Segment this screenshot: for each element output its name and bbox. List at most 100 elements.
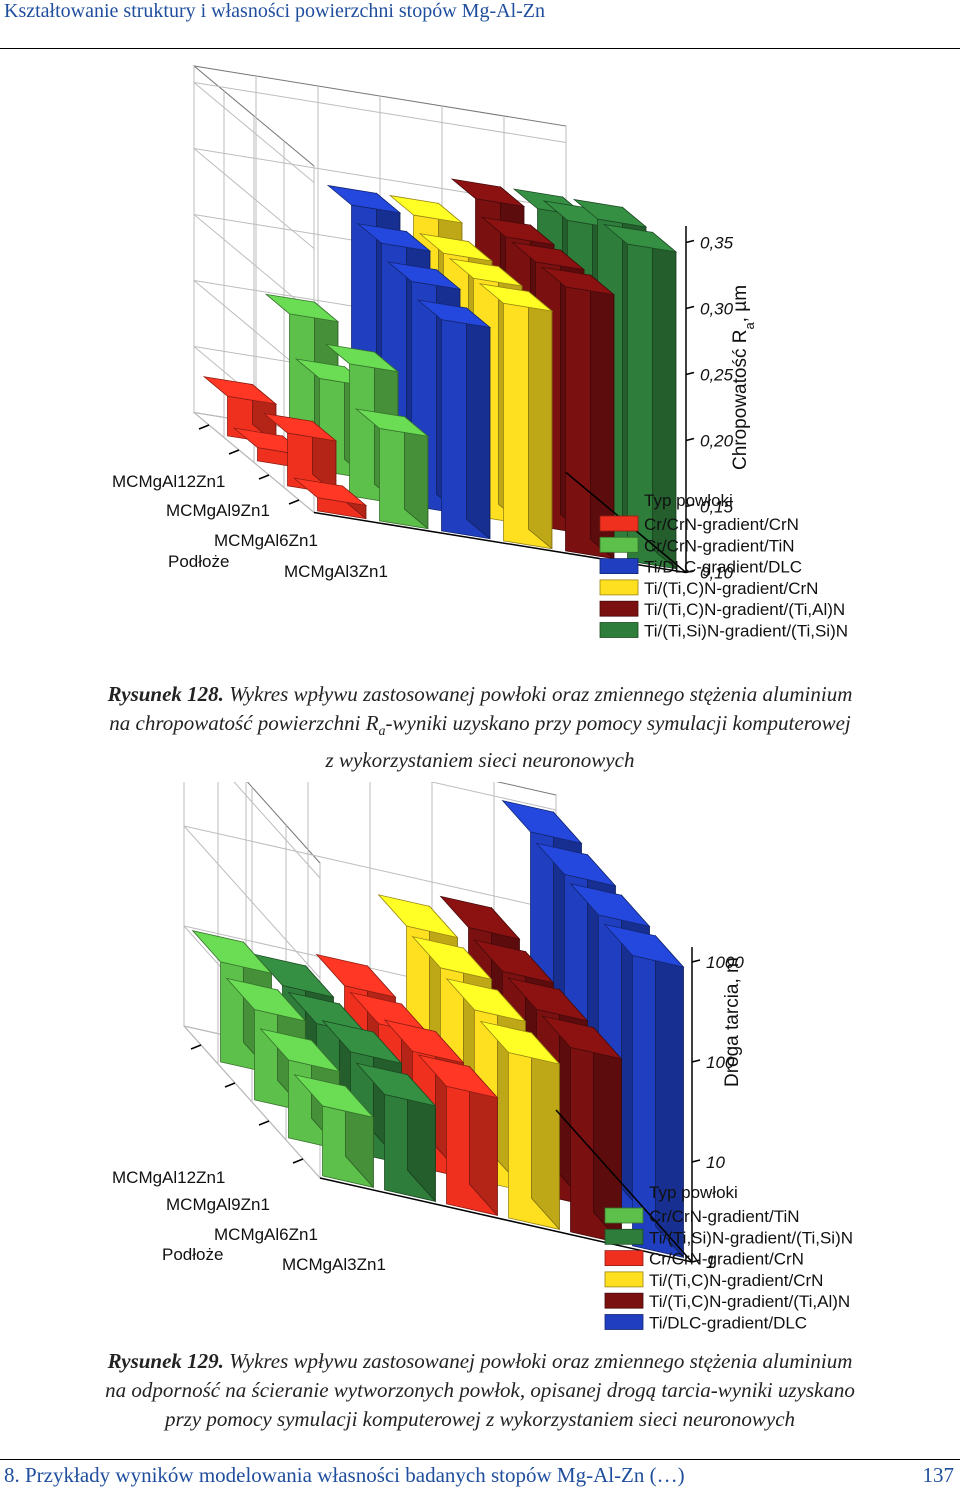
legend-swatch — [599, 536, 639, 553]
chart2-bars — [191, 800, 685, 1259]
legend-swatch — [599, 515, 639, 532]
category-label: MCMgAl9Zn1 — [166, 501, 270, 520]
grid-line — [193, 82, 567, 143]
figure-128-chart: 0,10 0,15 0,20 0,25 0,30 0,35 Chropowatość Ra… — [112, 64, 848, 641]
legend-entry: Cr/CrN-gradient/TiN — [644, 536, 795, 555]
footer-rule — [0, 1459, 960, 1460]
z-tick-label: 0,15 — [700, 498, 734, 517]
z-tick-label: 0,20 — [700, 432, 734, 451]
legend-swatch — [599, 579, 639, 596]
z-tick-label: 0,25 — [700, 366, 734, 385]
category-tick — [228, 449, 240, 455]
category-label: MCMgAl6Zn1 — [214, 531, 318, 550]
category-label: MCMgAl12Zn1 — [112, 1168, 225, 1187]
z-tick — [685, 503, 695, 508]
legend-swatch — [599, 622, 639, 638]
category-label: MCMgAl12Zn1 — [112, 472, 225, 491]
category-label: MCMgAl3Zn1 — [284, 562, 388, 581]
z-tick-label: 0,10 — [700, 564, 734, 583]
legend-entry: Cr/CrN-gradient/CrN — [644, 515, 799, 534]
legend-title: Typ powłoki — [644, 491, 733, 510]
legend-swatch — [604, 1250, 644, 1267]
bar-ti-ti-c-n-gradient-ti-al-n-3 — [540, 266, 616, 560]
z-tick — [685, 239, 695, 244]
figure-128-label: Rysunek 128. — [107, 682, 224, 706]
legend-entry: Ti/DLC-gradient/DLC — [644, 558, 802, 577]
legend-entry: Cr/CrN-gradient/TiN — [649, 1207, 800, 1226]
running-header: Kształtowanie struktury i własności powi… — [4, 0, 546, 22]
bar-ti-ti-c-n-gradient-crn-3 — [478, 283, 554, 550]
chart2-z-axis-label: Droga tarcia, m — [722, 957, 743, 1087]
grid-line — [193, 82, 315, 183]
bar-cr-crn-gradient-crn-3 — [292, 477, 368, 520]
z-tick — [691, 1259, 701, 1263]
bar-cr-crn-gradient-crn-2 — [262, 412, 338, 495]
legend-swatch — [599, 600, 639, 617]
z-tick — [691, 959, 701, 963]
z-tick — [685, 437, 695, 442]
grid-line — [183, 1025, 321, 1179]
legend-entry: Ti/(Ti,C)N-gradient/(Ti,Al)N — [649, 1292, 850, 1311]
category-label: MCMgAl6Zn1 — [214, 1225, 318, 1244]
z-tick — [685, 371, 695, 376]
bar-ti-ti-si-n-gradient-ti-si-n-3 — [602, 223, 678, 570]
grid-line — [193, 214, 315, 315]
legend-swatch — [604, 1207, 644, 1224]
category-tick — [224, 1082, 236, 1088]
category-tick — [292, 1158, 304, 1164]
legend-title: Typ powłoki — [649, 1183, 738, 1202]
legend-entry: Ti/(Ti,C)N-gradient/(Ti,Al)N — [644, 600, 845, 619]
running-footer: 8. Przykłady wyników modelowania własnoś… — [4, 1463, 685, 1487]
category-tick — [258, 1120, 270, 1126]
figure-129-label: Rysunek 129. — [107, 1349, 224, 1373]
legend-entry: Cr/CrN-gradient/CrN — [649, 1250, 804, 1269]
figure-129-caption-line2: na odporność na ścieranie wytworzonych p… — [105, 1378, 855, 1402]
category-tick — [258, 474, 270, 480]
category-label: MCMgAl3Zn1 — [282, 1255, 386, 1274]
figure-128-caption-line1: Wykres wpływu zastosowanej powłoki oraz … — [229, 682, 853, 706]
figure-128-caption-sub: a — [378, 724, 386, 740]
page-number: 137 — [922, 1463, 955, 1487]
legend-swatch — [599, 558, 639, 575]
legend-entry: Ti/(Ti,C)N-gradient/CrN — [644, 579, 818, 598]
figure-129-caption-line1: Wykres wpływu zastosowanej powłoki oraz … — [229, 1349, 853, 1373]
category-label: MCMgAl9Zn1 — [166, 1195, 270, 1214]
grid-line — [193, 148, 315, 249]
chart1-z-axis-label: Chropowatość Ra, µm — [730, 285, 757, 470]
figure-129-caption: Rysunek 129. Wykres wpływu zastosowanej … — [20, 1347, 940, 1434]
category-tick — [190, 1044, 202, 1050]
chart1-bars — [202, 178, 678, 570]
chart1-category-labels: MCMgAl12Zn1 MCMgAl9Zn1 MCMgAl6Zn1 MCMgAl3Zn… — [112, 424, 388, 581]
legend-swatch — [604, 1271, 644, 1288]
z-tick-label: 0,35 — [700, 234, 734, 253]
category-tick — [288, 499, 300, 505]
category-tick — [198, 424, 210, 430]
legend-entry: Ti/(Ti,C)N-gradient/CrN — [649, 1271, 823, 1290]
bar-cr-crn-gradient-tin-3 — [354, 408, 430, 530]
z-tick-label: 0,30 — [700, 300, 734, 319]
z-tick-label: 1000 — [706, 953, 744, 972]
chart2-legend: Typ powłoki Cr/CrN-gradient/TiN Ti/(Ti,Si)… — [604, 1183, 853, 1333]
chart1-substrate-label: Podłoże — [168, 552, 229, 571]
z-tick — [685, 305, 695, 310]
legend-swatch — [604, 1228, 644, 1245]
figure-128-caption-line3: z wykorzystaniem sieci neuronowych — [325, 748, 635, 773]
grid-line — [183, 825, 557, 911]
bar-ti-dlc-gradient-dlc-3 — [416, 299, 492, 540]
chart1-z-ticks: 0,10 0,15 0,20 0,25 0,30 0,35 — [313, 226, 734, 583]
z-tick — [691, 1159, 701, 1163]
bar-ti-dlc-gradient-dlc-3 — [603, 923, 685, 1259]
figure-129-caption-line3: przy pomocy symulacji komputerowej z wyk… — [164, 1407, 796, 1431]
legend-entry: Ti/DLC-gradient/DLC — [649, 1314, 807, 1333]
grid-line — [183, 825, 321, 979]
legend-entry: Ti/(Ti,Si)N-gradient/(Ti,Si)N — [644, 622, 848, 641]
z-tick-label: 10 — [706, 1153, 725, 1172]
chart1-legend: Typ powłoki Cr/CrN-gradient/CrN Cr/CrN-gra… — [599, 491, 848, 641]
z-tick — [691, 1059, 701, 1063]
chart2-category-labels: MCMgAl12Zn1 MCMgAl9Zn1 MCMgAl6Zn1 MCMgAl3Zn… — [112, 1044, 386, 1274]
z-tick — [685, 569, 695, 574]
chart2-substrate-label: Podłoże — [162, 1245, 223, 1264]
z-tick-label: 100 — [706, 1053, 735, 1072]
legend-entry: Ti/(Ti,Si)N-gradient/(Ti,Si)N — [649, 1228, 853, 1247]
